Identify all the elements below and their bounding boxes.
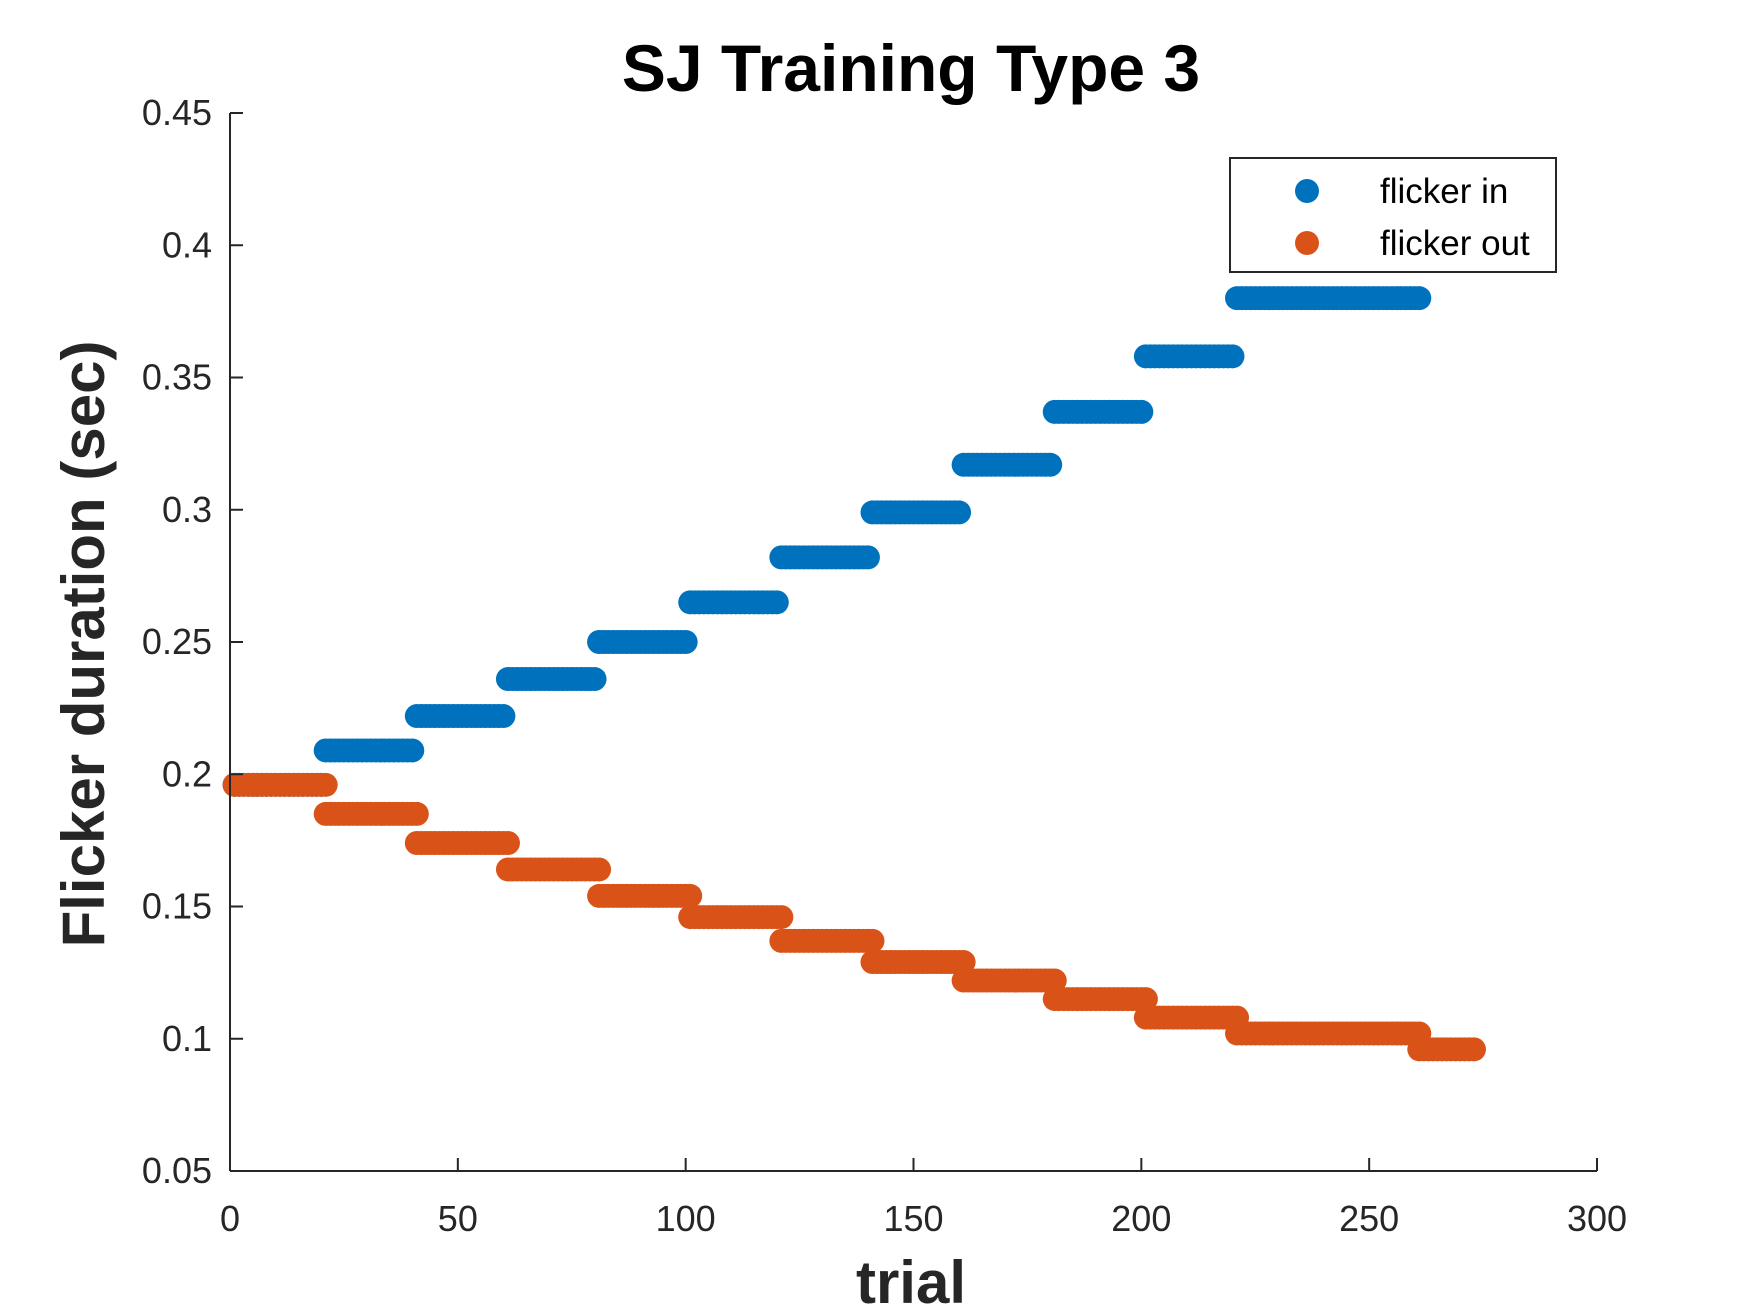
x-axis-ticks: 0 50 100 150 200 250 300: [220, 1158, 1627, 1239]
data-point: [855, 545, 880, 570]
y-tick-label: 0.1: [162, 1018, 212, 1059]
data-point: [1407, 286, 1432, 311]
data-point: [764, 590, 789, 615]
data-point: [1133, 987, 1158, 1012]
legend-marker-flicker-out: [1295, 231, 1319, 255]
y-tick-label: 0.35: [142, 357, 212, 398]
legend-label-flicker-out: flicker out: [1380, 224, 1530, 263]
data-point: [673, 630, 698, 654]
data-point: [678, 883, 703, 908]
data-point: [400, 738, 425, 763]
y-tick-label: 0.25: [142, 621, 212, 662]
data-point: [951, 950, 976, 975]
x-tick-label: 200: [1111, 1198, 1171, 1239]
data-point: [587, 857, 612, 882]
y-tick-label: 0.45: [142, 92, 212, 133]
x-tick-label: 150: [883, 1198, 943, 1239]
x-tick-label: 100: [656, 1198, 716, 1239]
data-point: [491, 704, 516, 729]
chart-title: SJ Training Type 3: [622, 31, 1200, 105]
data-point: [769, 905, 794, 930]
y-tick-label: 0.05: [142, 1150, 212, 1191]
data-point: [313, 772, 338, 797]
y-tick-label: 0.15: [142, 886, 212, 927]
data-point: [1461, 1037, 1486, 1062]
data-point: [1042, 968, 1067, 993]
x-tick-label: 300: [1567, 1198, 1627, 1239]
x-axis-label: trial: [856, 1249, 966, 1313]
legend: flicker in flicker out: [1229, 157, 1557, 273]
data-point: [582, 667, 607, 692]
series-flicker-out: [222, 772, 1486, 1062]
y-axis-ticks: 0.05 0.1 0.15 0.2 0.25 0.3 0.35 0.4 0.45: [142, 92, 243, 1191]
y-tick-label: 0.4: [162, 224, 212, 265]
x-tick-label: 0: [220, 1198, 240, 1239]
y-axis-label: Flicker duration (sec): [50, 341, 117, 948]
data-point: [1220, 344, 1245, 369]
data-point: [947, 500, 972, 525]
data-point: [1129, 399, 1154, 424]
x-tick-label: 250: [1339, 1198, 1399, 1239]
legend-box: [1229, 157, 1557, 273]
legend-label-flicker-in: flicker in: [1380, 172, 1508, 211]
legend-marker-flicker-in: [1295, 179, 1319, 203]
data-point: [404, 801, 429, 826]
y-tick-label: 0.2: [162, 753, 212, 794]
y-tick-label: 0.3: [162, 489, 212, 530]
data-point: [860, 928, 885, 953]
plot-series: [222, 286, 1486, 1062]
data-point: [1038, 452, 1063, 477]
x-tick-label: 50: [438, 1198, 478, 1239]
data-point: [495, 831, 520, 856]
